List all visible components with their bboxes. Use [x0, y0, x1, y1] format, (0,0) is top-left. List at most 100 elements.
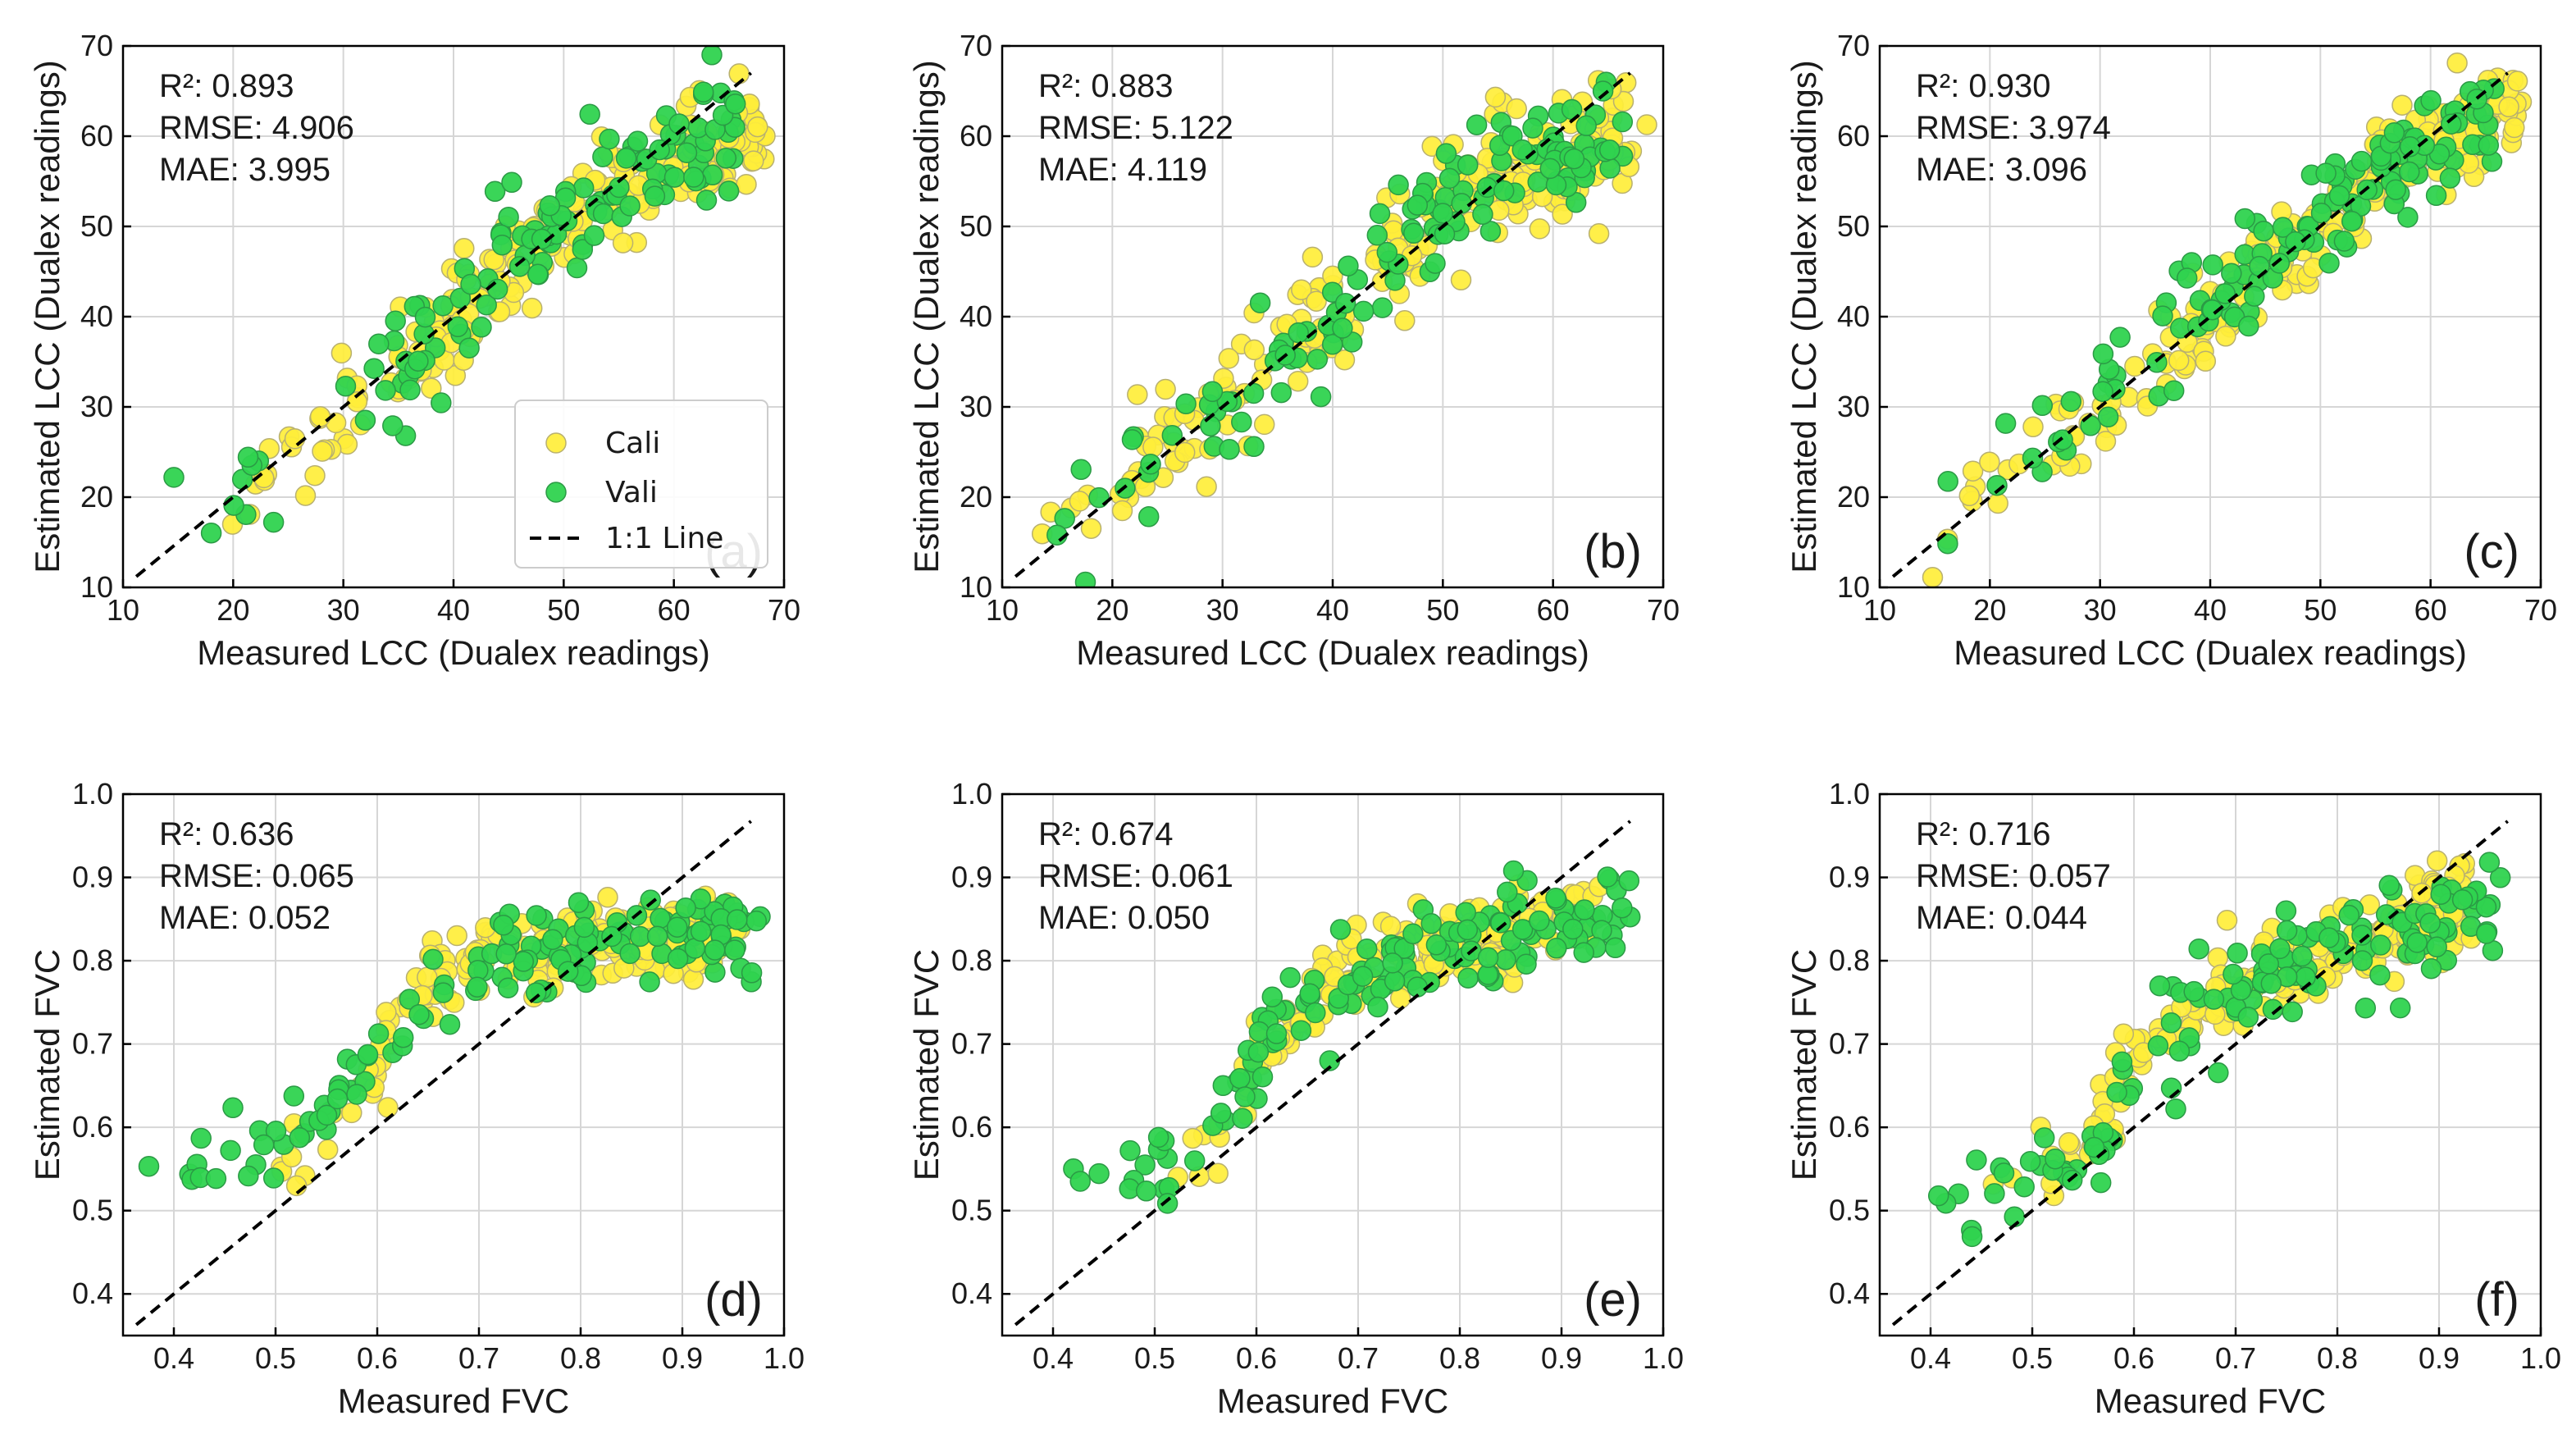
vali-point: [1937, 471, 1958, 492]
vali-point: [718, 180, 740, 202]
vali-point: [715, 148, 737, 169]
x-tick-label: 0.4: [1910, 1341, 1951, 1375]
vali-point: [1466, 114, 1488, 135]
vali-point: [138, 1155, 160, 1177]
vali-point: [1604, 937, 1626, 959]
vali-point: [1329, 919, 1352, 940]
x-tick-label: 30: [327, 593, 360, 627]
vali-point: [1425, 253, 1446, 274]
vali-point: [1088, 1162, 1110, 1185]
metric-line: RMSE: 0.065: [159, 858, 354, 894]
vali-point: [205, 1167, 227, 1190]
x-axis-title: Measured LCC (Dualex readings): [1954, 633, 2467, 672]
vali-point: [701, 46, 723, 66]
vali-point: [2355, 997, 2377, 1019]
vali-point: [2420, 957, 2442, 980]
vali-point: [1352, 300, 1375, 322]
x-tick-label: 50: [1426, 593, 1459, 627]
vali-point: [408, 350, 429, 372]
vali-point: [2439, 167, 2461, 189]
vali-point: [627, 130, 649, 152]
x-tick-label: 70: [1647, 593, 1680, 627]
vali-point: [1366, 225, 1388, 246]
cali-point: [304, 464, 326, 486]
vali-point: [368, 333, 390, 354]
vali-point: [675, 897, 696, 919]
vali-point: [745, 910, 768, 932]
cali-point: [2195, 350, 2217, 372]
vali-point: [2295, 966, 2316, 988]
vali-point: [2234, 208, 2256, 230]
vali-point: [527, 263, 549, 285]
vali-point: [1249, 292, 1271, 313]
vali-point: [2090, 1171, 2112, 1194]
legend-vali-label: Vali: [605, 476, 658, 509]
vali-point: [190, 1127, 212, 1149]
vali-point: [2351, 925, 2373, 946]
vali-point: [2351, 950, 2373, 971]
vali-point: [1966, 1149, 1987, 1171]
vali-point: [326, 1088, 349, 1110]
y-tick-label: 30: [960, 390, 992, 423]
vali-point: [1432, 203, 1453, 224]
vali-point: [495, 943, 517, 965]
vali-point: [1562, 918, 1584, 940]
y-tick-label: 70: [80, 29, 113, 62]
panel-tag: (c): [2464, 525, 2519, 578]
vali-point: [2426, 936, 2447, 958]
vali-point: [2399, 161, 2420, 183]
x-tick-label: 60: [658, 593, 691, 627]
cali-point: [294, 485, 317, 506]
cali-point: [2058, 1132, 2080, 1153]
y-tick-label: 70: [960, 29, 992, 62]
panel-e: 0.4 0.4 0.5 0.5 0.6 0.6 0.7 0.7 0.8 0.8 0.9 0.9 1.0 1…: [907, 777, 1684, 1420]
cali-point: [1155, 378, 1176, 400]
vali-point: [2061, 1169, 2083, 1191]
vali-point: [619, 195, 641, 217]
panel-f: 0.4 0.4 0.5 0.5 0.6 0.6 0.7 0.7 0.8 0.8 0.9 0.9 1.0 1…: [1785, 777, 2561, 1420]
vali-point: [1388, 174, 1409, 196]
cali-point: [1080, 518, 1102, 539]
vali-point: [2165, 1098, 2186, 1120]
vali-point: [431, 392, 452, 413]
vali-point: [690, 920, 712, 942]
vali-point: [262, 1167, 285, 1189]
vali-point: [1070, 459, 1092, 481]
vali-point: [1457, 967, 1479, 989]
vali-point: [382, 415, 403, 436]
vali-point: [695, 190, 718, 211]
vali-point: [1403, 222, 1425, 244]
vali-point: [1563, 148, 1585, 170]
y-axis-title: Estimated FVC: [907, 949, 946, 1181]
vali-point: [2244, 285, 2265, 307]
cali-point: [1334, 349, 1356, 371]
y-tick-label: 0.9: [1829, 861, 1870, 894]
vali-point: [704, 939, 726, 961]
y-tick-label: 30: [1837, 390, 1870, 423]
vali-point: [1138, 506, 1160, 527]
vali-point: [283, 1085, 305, 1107]
x-tick-label: 60: [1537, 593, 1570, 627]
y-tick-label: 60: [960, 119, 992, 153]
vali-point: [1242, 382, 1265, 404]
vali-point: [1299, 983, 1320, 1004]
cali-point: [2446, 53, 2468, 74]
vali-point: [1376, 241, 1398, 263]
vali-point: [2441, 113, 2462, 135]
vali-point: [2475, 896, 2497, 918]
y-tick-label: 0.8: [1829, 943, 1870, 977]
vali-point: [1183, 1150, 1206, 1171]
vali-point: [1290, 1020, 1312, 1041]
vali-point: [223, 495, 244, 516]
vali-point: [1231, 411, 1252, 433]
metric-line: R²: 0.930: [1916, 68, 2051, 104]
cali-point: [1379, 916, 1402, 937]
vali-point: [704, 961, 726, 983]
vali-point: [1219, 439, 1240, 460]
vali-point: [1121, 429, 1143, 450]
vali-point: [484, 180, 506, 203]
vali-point: [1384, 970, 1406, 992]
vali-point: [1288, 322, 1309, 344]
vali-point: [1252, 1066, 1274, 1088]
